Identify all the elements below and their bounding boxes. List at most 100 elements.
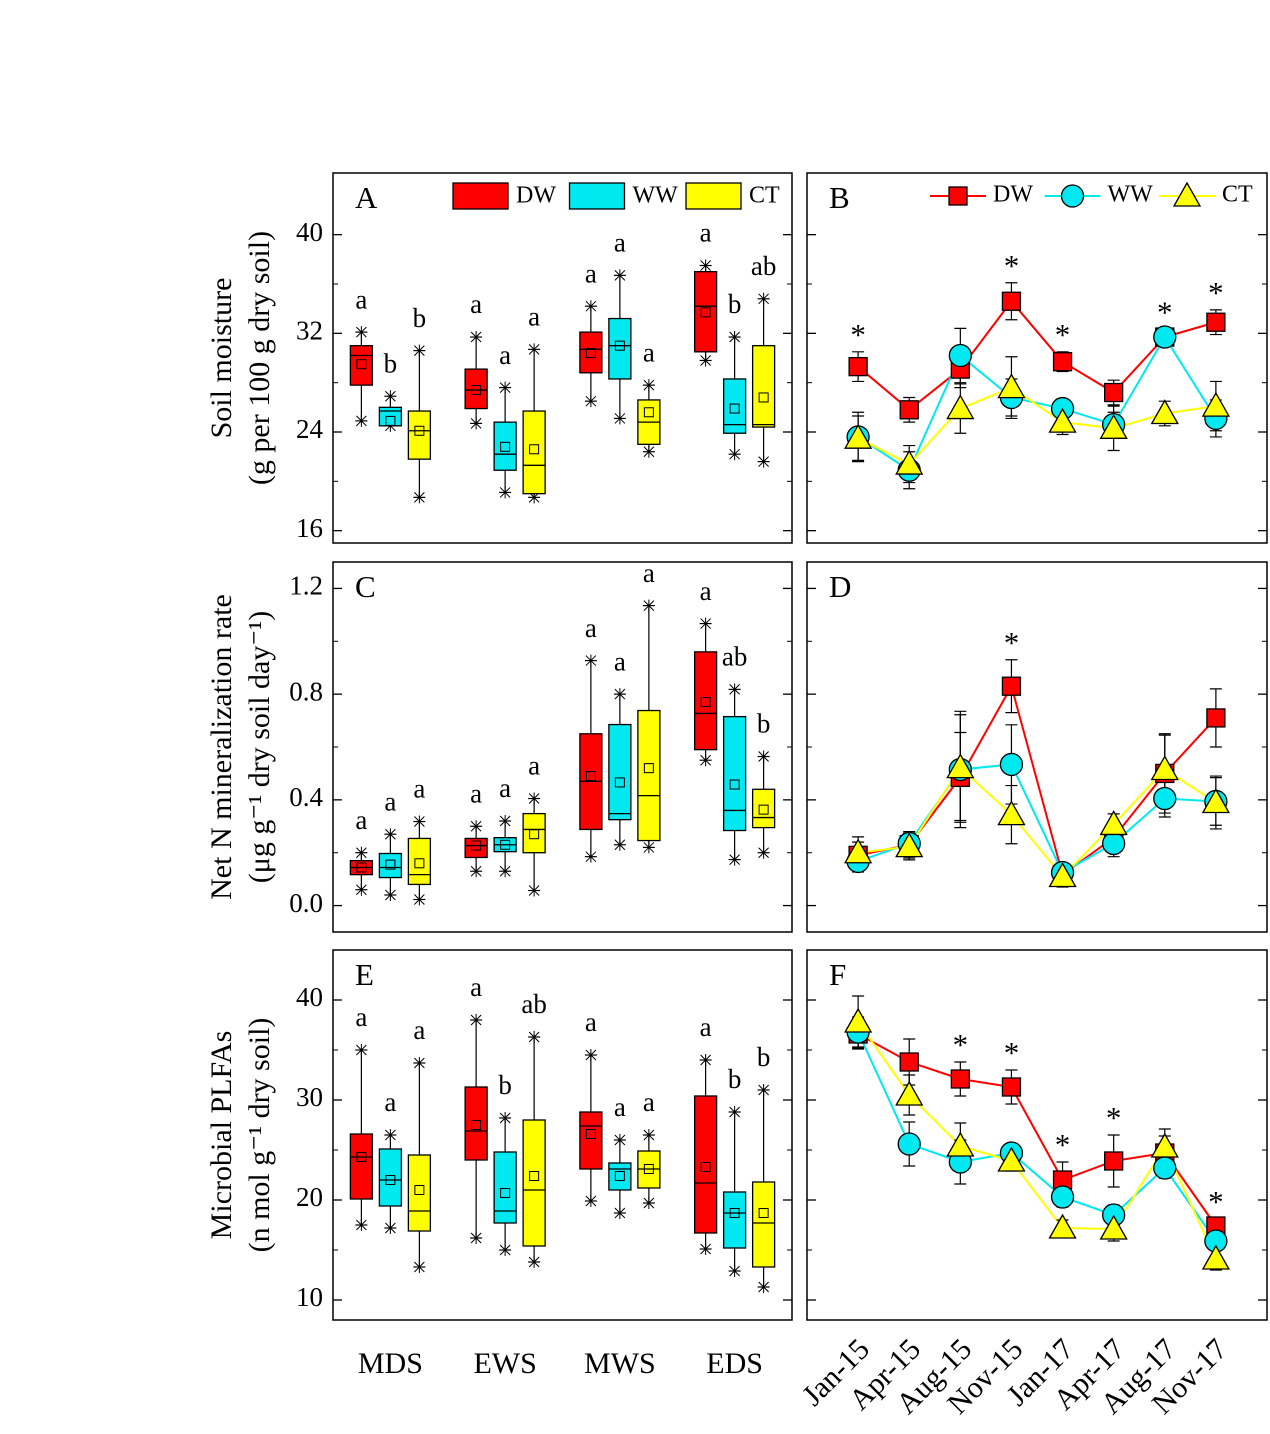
mean-marker — [700, 697, 711, 708]
extreme-asterisk — [470, 417, 482, 430]
marker-triangle — [946, 1131, 975, 1157]
box — [579, 1111, 603, 1170]
significance-letter: a — [700, 1012, 712, 1042]
legend-marker — [1172, 181, 1202, 207]
extreme-asterisk — [499, 1112, 511, 1124]
box — [349, 1133, 374, 1200]
significance-letter: a — [355, 1002, 367, 1032]
marker-triangle — [843, 838, 873, 864]
mean-marker — [758, 804, 769, 815]
extreme-asterisk — [585, 1195, 597, 1207]
significance-letter: a — [700, 576, 712, 606]
mean-marker — [700, 1162, 711, 1172]
extreme-asterisk — [470, 1014, 482, 1026]
y-tick-label: 0.8 — [289, 676, 323, 706]
marker-triangle — [946, 394, 975, 420]
marker-triangle — [1201, 788, 1231, 814]
mean-marker — [356, 359, 367, 370]
marker-triangle — [946, 753, 975, 779]
marker-square — [1206, 312, 1226, 332]
marker-square — [1001, 1077, 1022, 1097]
extreme-asterisk — [729, 853, 740, 866]
mean-marker — [585, 348, 596, 359]
extreme-asterisk — [700, 354, 711, 367]
extreme-asterisk — [356, 846, 367, 859]
extreme-asterisk — [758, 750, 769, 763]
extreme-asterisk — [643, 841, 655, 854]
significance-letter: a — [643, 337, 655, 367]
extreme-asterisk — [356, 1219, 367, 1231]
extreme-asterisk — [643, 1129, 655, 1141]
marker-square — [1052, 352, 1073, 372]
extreme-asterisk — [414, 344, 425, 357]
extreme-asterisk — [700, 754, 711, 767]
mean-marker — [585, 771, 596, 782]
extreme-asterisk — [758, 846, 769, 859]
panel: 0.0 0.4 0.8 1.2 C Net N mineralization rate (μ… — [205, 558, 793, 933]
significance-letter: a — [614, 228, 626, 258]
significance-letter: a — [528, 302, 540, 332]
extreme-asterisk — [528, 792, 540, 805]
significance-letter: a — [384, 786, 396, 816]
marker-square — [899, 400, 919, 420]
marker-triangle — [997, 800, 1026, 826]
panel: B * * * * * DW WW CT — [806, 172, 1268, 544]
extreme-asterisk — [385, 1129, 396, 1141]
significance-letter: ab — [751, 251, 776, 281]
panel-label: D — [829, 569, 851, 604]
marker-triangle — [843, 423, 873, 449]
extreme-asterisk — [414, 491, 425, 504]
legend-marker — [1060, 184, 1085, 208]
box — [579, 331, 603, 374]
significance-mark: * — [1055, 317, 1071, 352]
x-tick-label: MDS — [358, 1347, 423, 1380]
x-tick-label: EWS — [473, 1347, 536, 1380]
extreme-asterisk — [729, 1106, 740, 1118]
legend-swatch — [685, 182, 742, 210]
significance-letter: a — [470, 778, 482, 808]
mean-marker — [729, 403, 740, 414]
y-tick-label: 40 — [296, 217, 323, 247]
mean-marker — [643, 763, 654, 774]
significance-mark: * — [850, 317, 866, 352]
significance-letter: a — [355, 284, 367, 314]
y-tick-label: 40 — [296, 982, 323, 1012]
marker-circle — [1102, 831, 1126, 856]
marker-square — [950, 1069, 970, 1089]
extreme-asterisk — [729, 448, 740, 461]
panel: D* — [806, 561, 1268, 933]
marker-triangle — [997, 373, 1026, 399]
box — [608, 317, 632, 380]
significance-letter: b — [728, 289, 742, 319]
extreme-asterisk — [585, 300, 597, 313]
extreme-asterisk — [700, 1054, 711, 1066]
x-tick-label: MWS — [584, 1347, 656, 1380]
mean-marker — [500, 1188, 511, 1198]
extreme-asterisk — [499, 1244, 511, 1256]
extreme-asterisk — [758, 455, 769, 468]
marker-circle — [948, 343, 972, 368]
box — [407, 1154, 432, 1232]
extreme-asterisk — [470, 1232, 482, 1244]
significance-letter: a — [700, 218, 712, 248]
legend-swatch — [452, 182, 509, 210]
y-tick-label: 20 — [296, 1182, 323, 1212]
significance-letter: a — [614, 646, 626, 676]
extreme-asterisk — [528, 884, 540, 897]
extreme-asterisk — [414, 893, 425, 906]
extreme-asterisk — [614, 838, 626, 851]
panel: F* ****Jan-15Apr-15Aug-15Nov-15Jan-17Apr-… — [796, 949, 1268, 1421]
legend-label: CT — [1222, 182, 1253, 208]
marker-triangle — [1150, 755, 1179, 781]
significance-letter: ab — [521, 989, 546, 1019]
extreme-asterisk — [729, 331, 740, 344]
significance-letter: a — [355, 805, 367, 835]
extreme-asterisk — [356, 883, 367, 896]
marker-triangle — [895, 1080, 924, 1106]
extreme-asterisk — [614, 269, 626, 282]
extreme-asterisk — [385, 828, 396, 841]
marker-triangle — [1099, 413, 1128, 439]
box — [751, 345, 776, 428]
y-axis-title: (g per 100 g dry soil) — [243, 231, 276, 485]
mean-marker — [758, 392, 769, 403]
